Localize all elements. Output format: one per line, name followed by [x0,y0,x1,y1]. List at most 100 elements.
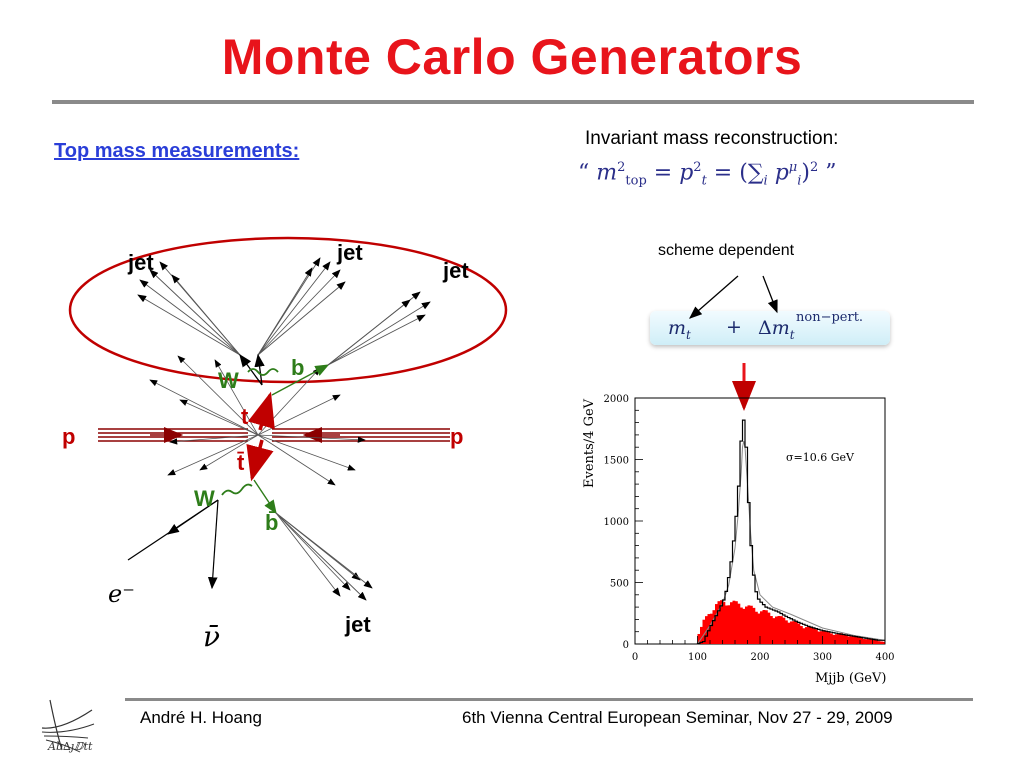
histogram-bar [767,612,771,644]
histogram-bar [860,638,863,644]
x-tick-label: 200 [750,652,769,663]
histogram-bar [762,610,766,644]
histogram-bar [722,601,726,644]
x-tick-label: 0 [632,652,638,663]
histogram-bar [870,639,873,644]
scheme-dependent-label: scheme dependent [658,242,795,259]
histogram-bar [832,634,836,644]
b-label: b [291,355,305,380]
histogram-bar [720,600,723,644]
histogram-bar [852,636,856,644]
slide-title: Monte Carlo Generators [221,29,803,85]
histogram-bar [857,637,861,644]
histogram-bar [775,616,778,644]
formula-open-quote: “ [578,160,597,186]
title-divider [52,100,974,104]
histogram-bar [862,639,866,644]
jet-tracks-lower [275,512,373,601]
y-tick-label: 1500 [604,456,629,467]
jet-ellipse [68,236,508,384]
plot-frame [634,397,886,645]
histogram-bar [792,621,796,644]
histogram-bar [840,633,843,644]
histogram-bar [877,641,881,644]
histogram-bar [795,621,798,644]
invariant-mass-label: Invariant mass reconstruction: [585,128,839,149]
delta-mt-term: Δmt [758,317,795,342]
histogram-bar [777,615,781,644]
b-quark-line [271,364,330,396]
w-label-lower: W [194,486,215,511]
jet-label-2: jet [337,240,363,265]
histogram-bar [812,627,816,644]
histogram-bar [700,626,703,644]
histogram-bar [785,620,788,644]
proton-beam-right [272,427,450,443]
histogram-bar [770,616,773,644]
histogram-bar [835,634,838,644]
histogram-bar [845,635,848,644]
histogram-bar [717,601,721,644]
histogram-bar [807,626,811,644]
footer-divider [125,698,973,701]
histogram-bar [710,613,713,644]
histogram-bar [817,631,821,644]
footer-author: André H. Hoang [140,708,262,727]
histogram-bar [737,603,741,644]
histogram-bar [850,636,853,644]
histogram-bar [735,601,738,644]
institute-logo-icon [41,699,95,753]
histogram-bar [865,639,868,644]
histogram-bar [780,616,783,644]
histogram-bar [772,618,776,644]
scheme-arrow-left [689,275,739,319]
subheading-link[interactable]: Top mass measurements: [54,140,300,162]
proton-label-right: p [450,424,464,449]
histogram-bar [872,639,876,644]
histogram-bar [725,605,728,644]
bbar-label: b̄ [265,510,279,535]
histogram-bar [750,605,753,644]
histogram-bar [802,628,806,644]
histogram-bar [707,614,711,644]
histogram-bar [787,622,791,644]
histogram-bar [747,605,751,644]
jet-label-4: jet [345,612,371,637]
electron-arrow [167,499,219,535]
histogram-bar [810,626,813,644]
histogram-bar [697,633,701,644]
top-label: t [241,404,249,429]
histogram-bar [882,641,886,644]
histogram-bar [820,631,823,644]
histogram-step [696,419,885,645]
event-diagram [68,236,508,601]
histogram-bar [782,617,786,644]
sigma-annotation: σ=10.6 GeV [786,451,855,464]
y-axis-label: Events/4 GeV [582,398,597,488]
plus-sign: + [726,316,742,338]
y-tick-label: 2000 [604,394,629,405]
quark-line-2 [254,353,265,386]
histogram-bar [800,626,803,644]
histogram-bar [740,607,743,644]
y-tick-label: 500 [610,579,629,590]
histogram-bar [727,605,731,644]
w-boson-lower [221,483,253,496]
soft-tracks [149,355,366,486]
tick-labels: 0 100 200 300 400 0 500 1000 1500 2000 [604,394,895,663]
x-tick-label: 100 [688,652,707,663]
jet-label-3: jet [443,258,469,283]
antineutrino-label: ν̄ [203,620,221,653]
histogram-bar [757,613,761,644]
mass-formula: “ m2top = p2t = (∑i pμi)2 ” [578,160,837,189]
jet-tracks-upper-right [327,291,431,366]
histogram-bar [712,610,716,644]
histogram-bar [847,636,851,644]
histogram-red-fill [697,600,886,644]
histogram-bar [730,602,733,644]
histogram-bar [875,640,878,644]
y-tick-label: 1000 [604,517,629,528]
logo-text: Ab∆ȷⅅtt [48,740,93,753]
electron-label: e⁻ [108,580,135,608]
